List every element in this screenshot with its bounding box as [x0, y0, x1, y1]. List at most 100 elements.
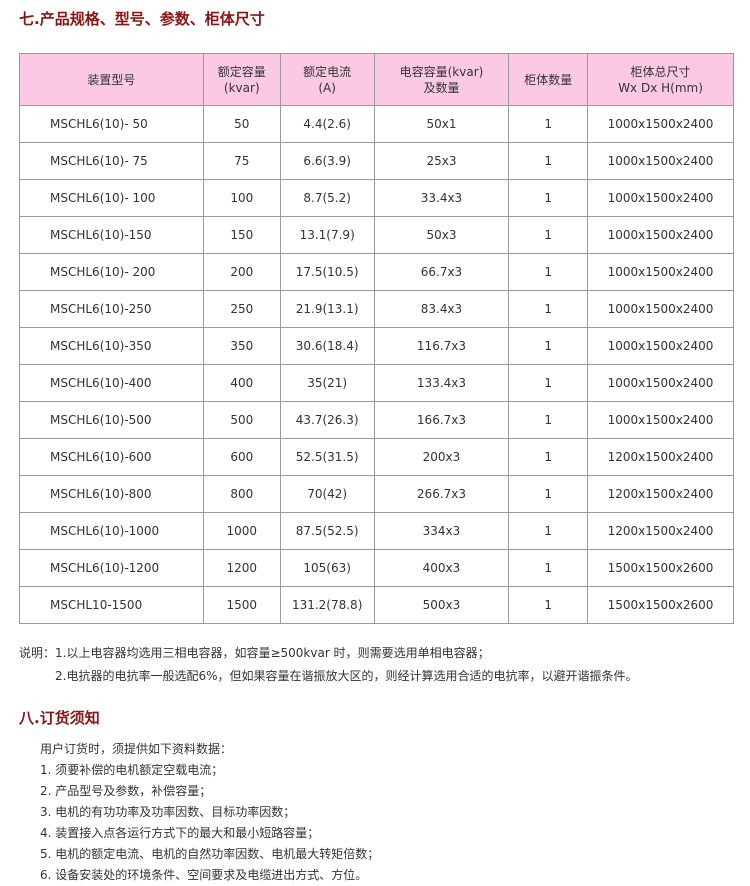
table-cell: 1 [508, 401, 589, 439]
table-cell: 4.4(2.6) [279, 105, 375, 143]
table-cell: 1 [508, 438, 589, 476]
table-cell: 1 [508, 105, 589, 143]
table-cell: MSCHL6(10)- 50 [19, 105, 204, 143]
table-cell: MSCHL6(10)-600 [19, 438, 204, 476]
table-row: MSCHL6(10)-800 800 70(42) 266.7x3 1 1200x1500… [19, 475, 734, 513]
note-2: 2.电抗器的电抗率一般选配6%，但如果容量在谐振放大区的，则经计算选用合适的电抗… [55, 669, 638, 683]
header-text: 柜体数量 [524, 72, 573, 87]
table-cell: 87.5(52.5) [279, 512, 375, 550]
table-row: MSCHL6(10)-150 150 13.1(7.9) 50x3 1 1000x1500… [19, 216, 734, 254]
spec-table: 装置型号 额定容量 (kvar) 额定电流 (A) 电容容量(kvar) 及数量 柜体数量 柜体… [19, 53, 734, 624]
header-text: 额定电流 [303, 64, 352, 79]
section-7-title: 七.产品规格、型号、参数、柜体尺寸 [19, 10, 265, 28]
table-row: MSCHL6(10)-1200 1200 105(63) 400x3 1 1500x150… [19, 549, 734, 587]
table-cell: 166.7x3 [373, 401, 510, 439]
table-cell: 1 [508, 364, 589, 402]
table-row: MSCHL6(10)- 50 50 4.4(2.6) 50x1 1 1000x1500x2… [19, 105, 734, 143]
table-cell: 1 [508, 475, 589, 513]
table-cell: 1000 [202, 512, 281, 550]
table-cell: 1000x1500x2400 [587, 327, 734, 365]
table-cell: 150 [202, 216, 281, 254]
table-cell: MSCHL6(10)-500 [19, 401, 204, 439]
column-header: 额定电流 (A) [279, 53, 375, 106]
table-cell: MSCHL6(10)- 100 [19, 179, 204, 217]
table-row: MSCHL6(10)-500 500 43.7(26.3) 166.7x3 1 1000x… [19, 401, 734, 439]
table-cell: 1 [508, 290, 589, 328]
table-cell: 250 [202, 290, 281, 328]
table-row: MSCHL6(10)-1000 1000 87.5(52.5) 334x3 1 1200x… [19, 512, 734, 550]
table-cell: 1000x1500x2400 [587, 253, 734, 291]
table-cell: 50x1 [373, 105, 510, 143]
table-cell: 200 [202, 253, 281, 291]
header-text: 及数量 [423, 80, 460, 95]
column-header: 柜体数量 [508, 53, 589, 106]
order-item: 1. 须要补偿的电机额定空载电流； [40, 763, 224, 777]
table-cell: 200x3 [373, 438, 510, 476]
table-cell: 1000x1500x2400 [587, 290, 734, 328]
table-cell: 800 [202, 475, 281, 513]
table-cell: 1 [508, 549, 589, 587]
table-cell: 52.5(31.5) [279, 438, 375, 476]
note-1: 说明：1.以上电容器均选用三相电容器，如容量≥500kvar 时，则需要选用单相… [19, 646, 490, 660]
table-cell: 266.7x3 [373, 475, 510, 513]
header-text: (A) [318, 80, 336, 95]
table-cell: 70(42) [279, 475, 375, 513]
table-cell: MSCHL6(10)-250 [19, 290, 204, 328]
header-text: (kvar) [223, 80, 260, 95]
header-text: 电容容量(kvar) [399, 64, 484, 79]
column-header: 电容容量(kvar) 及数量 [373, 53, 510, 106]
order-info: 用户订货时，须提供如下资料数据： 1. 须要补偿的电机额定空载电流； 2. 产品… [40, 739, 379, 886]
table-row: MSCHL6(10)-600 600 52.5(31.5) 200x3 1 1200x15… [19, 438, 734, 476]
table-cell: 50 [202, 105, 281, 143]
order-intro: 用户订货时，须提供如下资料数据： [40, 742, 233, 756]
header-text: Wx Dx H(mm) [618, 80, 703, 95]
table-cell: 1000x1500x2400 [587, 142, 734, 180]
table-cell: MSCHL6(10)-400 [19, 364, 204, 402]
table-cell: 133.4x3 [373, 364, 510, 402]
table-cell: 1000x1500x2400 [587, 364, 734, 402]
table-cell: 21.9(13.1) [279, 290, 375, 328]
header-text: 柜体总尺寸 [630, 64, 691, 79]
table-cell: 1200x1500x2400 [587, 438, 734, 476]
table-cell: 400x3 [373, 549, 510, 587]
table-cell: MSCHL6(10)- 75 [19, 142, 204, 180]
header-text: 额定容量 [217, 64, 266, 79]
table-row: MSCHL6(10)- 75 75 6.6(3.9) 25x3 1 1000x1500x2… [19, 142, 734, 180]
table-cell: 1000x1500x2400 [587, 105, 734, 143]
notes: 说明：1.以上电容器均选用三相电容器，如容量≥500kvar 时，则需要选用单相… [19, 642, 638, 688]
order-item: 6. 设备安装处的环境条件、空间要求及电缆进出方式、方位。 [40, 868, 368, 882]
table-cell: 1 [508, 216, 589, 254]
table-cell: 500 [202, 401, 281, 439]
table-cell: 1 [508, 142, 589, 180]
table-cell: 1200x1500x2400 [587, 475, 734, 513]
table-cell: 1 [508, 586, 589, 624]
table-cell: 1500x1500x2600 [587, 586, 734, 624]
table-cell: 116.7x3 [373, 327, 510, 365]
table-cell: 8.7(5.2) [279, 179, 375, 217]
table-cell: 1500 [202, 586, 281, 624]
table-cell: 1500x1500x2600 [587, 549, 734, 587]
table-cell: 400 [202, 364, 281, 402]
table-cell: MSCHL6(10)-350 [19, 327, 204, 365]
section-8-title: 八.订货须知 [19, 709, 100, 727]
table-cell: 1200x1500x2400 [587, 512, 734, 550]
table-row: MSCHL6(10)- 200 200 17.5(10.5) 66.7x3 1 1000x… [19, 253, 734, 291]
table-row: MSCHL6(10)-350 350 30.6(18.4) 116.7x3 1 1000x… [19, 327, 734, 365]
order-item: 3. 电机的有功功率及功率因数、目标功率因数； [40, 805, 296, 819]
table-cell: 83.4x3 [373, 290, 510, 328]
table-cell: 6.6(3.9) [279, 142, 375, 180]
table-cell: 50x3 [373, 216, 510, 254]
table-cell: 66.7x3 [373, 253, 510, 291]
table-cell: MSCHL6(10)-1000 [19, 512, 204, 550]
table-cell: 35(21) [279, 364, 375, 402]
table-cell: 13.1(7.9) [279, 216, 375, 254]
table-cell: 600 [202, 438, 281, 476]
table-row: MSCHL6(10)-250 250 21.9(13.1) 83.4x3 1 1000x1… [19, 290, 734, 328]
header-text: 装置型号 [87, 72, 136, 87]
table-cell: MSCHL6(10)-150 [19, 216, 204, 254]
column-header: 装置型号 [19, 53, 204, 106]
table-cell: 1 [508, 253, 589, 291]
column-header: 额定容量 (kvar) [202, 53, 281, 106]
order-item: 2. 产品型号及参数，补偿容量； [40, 784, 212, 798]
table-cell: 75 [202, 142, 281, 180]
